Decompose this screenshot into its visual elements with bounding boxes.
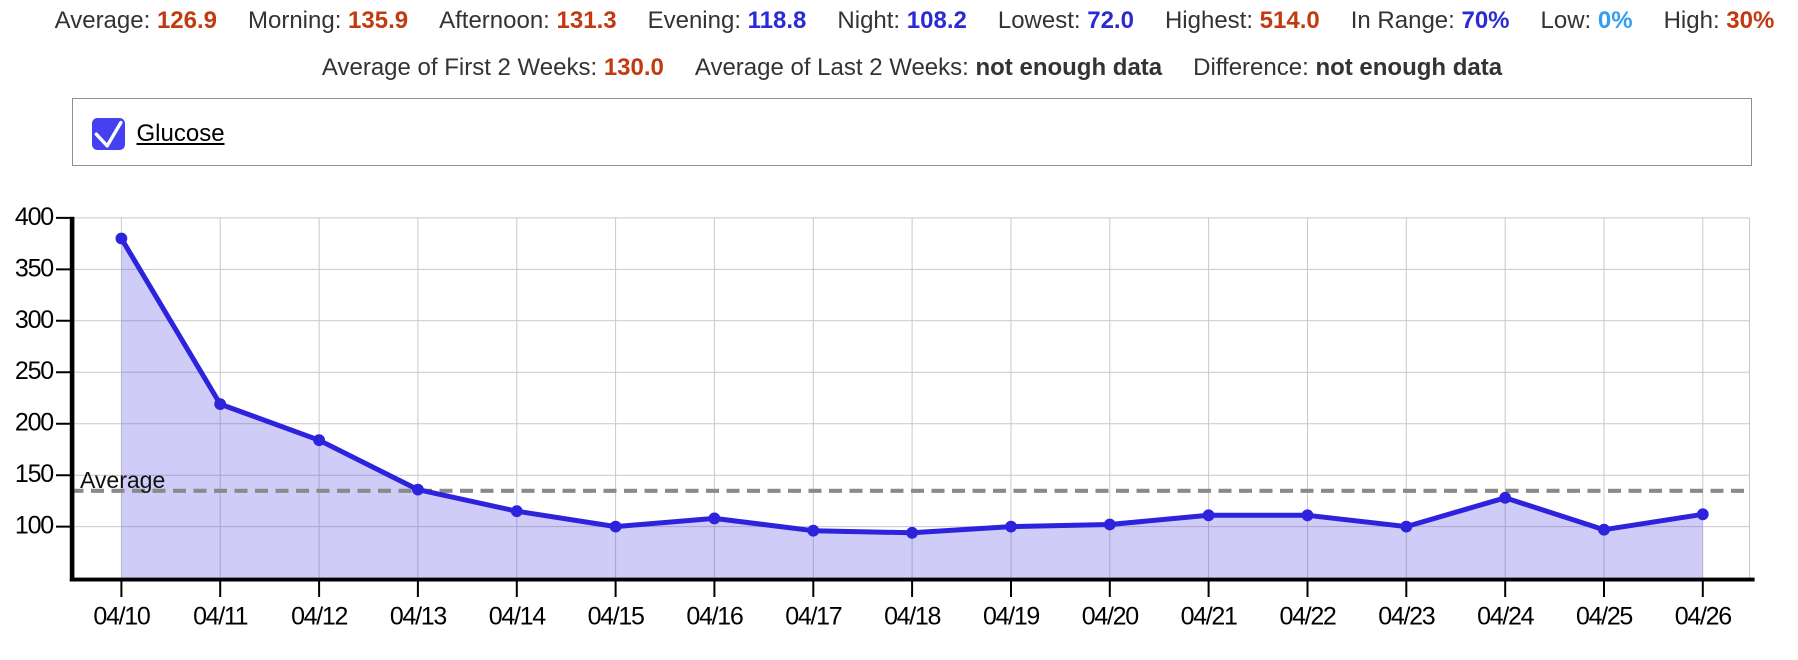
svg-text:300: 300	[15, 306, 53, 334]
svg-text:04/22: 04/22	[1279, 603, 1335, 631]
svg-text:Average: Average	[80, 467, 165, 493]
svg-text:100: 100	[15, 512, 53, 540]
svg-text:150: 150	[15, 460, 53, 488]
svg-text:04/15: 04/15	[588, 603, 644, 631]
svg-text:200: 200	[15, 409, 53, 437]
svg-text:350: 350	[15, 254, 53, 282]
svg-text:04/25: 04/25	[1576, 603, 1632, 631]
svg-text:04/13: 04/13	[390, 603, 446, 631]
svg-text:04/21: 04/21	[1181, 603, 1237, 631]
svg-text:04/20: 04/20	[1082, 603, 1138, 631]
svg-text:04/23: 04/23	[1378, 603, 1434, 631]
svg-text:04/24: 04/24	[1477, 603, 1534, 631]
svg-text:04/19: 04/19	[983, 603, 1039, 631]
svg-text:400: 400	[15, 203, 53, 231]
svg-text:04/18: 04/18	[884, 603, 940, 631]
svg-text:04/11: 04/11	[193, 603, 248, 631]
svg-text:04/14: 04/14	[489, 603, 546, 631]
svg-text:04/17: 04/17	[785, 603, 841, 631]
svg-text:250: 250	[15, 357, 53, 385]
svg-text:04/12: 04/12	[291, 603, 347, 631]
svg-text:04/16: 04/16	[686, 603, 742, 631]
svg-text:04/26: 04/26	[1675, 603, 1731, 631]
svg-text:04/10: 04/10	[93, 603, 149, 631]
